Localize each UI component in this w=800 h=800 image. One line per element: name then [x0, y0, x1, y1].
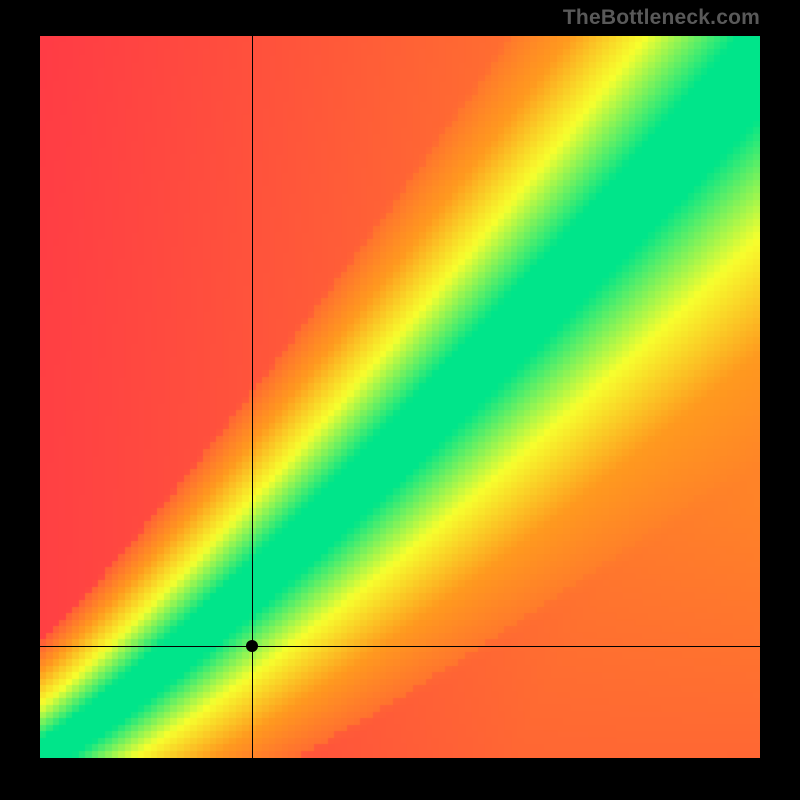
chart-container: TheBottleneck.com — [0, 0, 800, 800]
crosshair-horizontal — [40, 646, 760, 647]
watermark-text: TheBottleneck.com — [563, 6, 760, 30]
heatmap-plot — [40, 36, 760, 758]
